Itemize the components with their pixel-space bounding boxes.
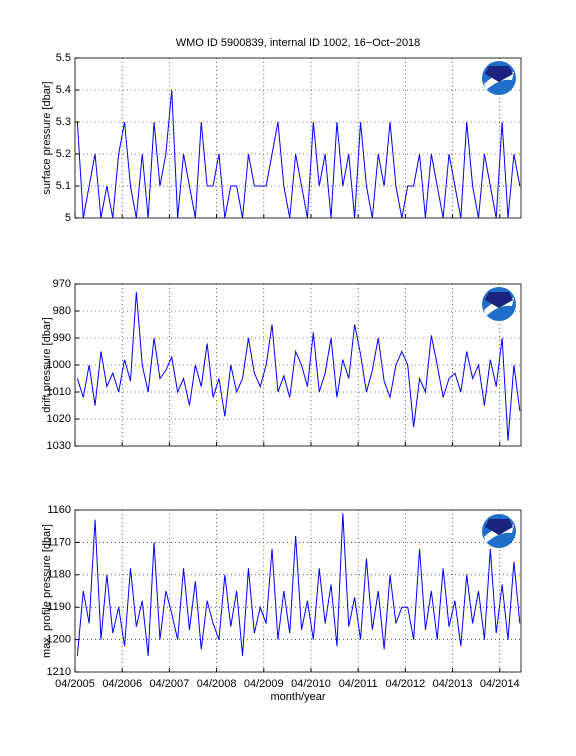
y-axis-label: drift pressure [dbar] (41, 317, 53, 412)
y-tick-label: 5.4 (56, 84, 71, 96)
y-axis-label: surface pressure [dbar] (41, 81, 53, 194)
data-line (76, 292, 521, 441)
x-tick-label: 04/2014 (480, 678, 520, 690)
y-tick-label: 5.1 (56, 180, 71, 192)
x-tick-label: 04/2007 (150, 678, 190, 690)
chart-title: WMO ID 5900839, internal ID 1002, 16−Oct… (176, 37, 421, 49)
y-tick-label: 5.2 (56, 148, 71, 160)
plot-frame (74, 283, 522, 447)
y-tick-label: 1000 (47, 359, 71, 371)
y-tick-label: 1170 (47, 536, 71, 548)
y-tick-label: 1010 (47, 386, 71, 398)
data-line (76, 513, 521, 656)
data-line (76, 89, 521, 219)
y-tick-label: 1180 (47, 569, 71, 581)
y-tick-label: 1160 (47, 504, 71, 516)
x-tick-label: 04/2010 (291, 678, 331, 690)
y-tick-label: 1210 (47, 666, 71, 678)
x-tick-label: 04/2005 (55, 678, 95, 690)
y-tick-label: 1200 (47, 634, 71, 646)
noaa-logo (482, 287, 516, 321)
x-axis-label: month/year (270, 691, 325, 703)
y-tick-label: 990 (53, 332, 71, 344)
y-tick-label: 1020 (47, 413, 71, 425)
y-tick-label: 5.5 (56, 52, 71, 64)
y-axis-label: max. profile pressure [dbar] (41, 524, 53, 658)
y-tick-label: 1190 (47, 601, 71, 613)
x-tick-label: 04/2013 (433, 678, 473, 690)
noaa-logo (482, 514, 516, 548)
plot-frame (74, 57, 522, 219)
plot-frame (74, 509, 522, 673)
y-tick-label: 1030 (47, 440, 71, 452)
y-tick-label: 970 (53, 278, 71, 290)
noaa-logo (482, 61, 516, 95)
y-tick-label: 5.3 (56, 116, 71, 128)
y-tick-label: 980 (53, 305, 71, 317)
x-tick-label: 04/2008 (197, 678, 237, 690)
x-tick-label: 04/2009 (244, 678, 284, 690)
x-tick-label: 04/2012 (385, 678, 425, 690)
x-tick-label: 04/2006 (102, 678, 142, 690)
x-tick-label: 04/2011 (339, 678, 378, 690)
y-tick-label: 5 (65, 212, 71, 224)
